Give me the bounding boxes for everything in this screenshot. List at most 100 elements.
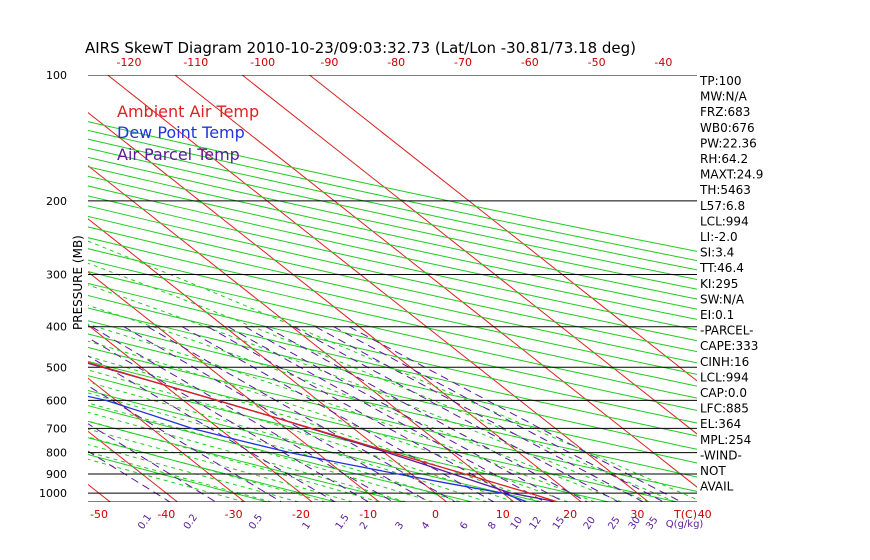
stat-line: NOT — [700, 464, 726, 478]
mixing-ratio-label: 10 — [509, 515, 525, 532]
top-temp-tick-label: -60 — [521, 56, 539, 69]
bottom-temp-tick-label: -10 — [359, 508, 377, 521]
stat-line: TT:46.4 — [699, 261, 744, 275]
mixing-ratio-label: 1.5 — [334, 512, 352, 531]
bottom-temp-tick-label: 10 — [496, 508, 510, 521]
dry-adiabat-line — [88, 333, 697, 478]
chart-title: AIRS SkewT Diagram 2010-10-23/09:03:32.7… — [85, 39, 636, 57]
legend-ambient-air-temp: Ambient Air Temp — [117, 102, 259, 121]
bottom-temp-tick-label: 40 — [698, 508, 712, 521]
mixing-ratio-label: 3 — [394, 520, 407, 532]
temp-unit-label: T(C) — [673, 508, 697, 521]
dry-adiabat-line — [88, 121, 697, 252]
pressure-tick-label: 300 — [46, 269, 67, 282]
mixing-ratio-line — [244, 326, 565, 502]
background-grid — [0, 75, 697, 502]
mixing-ratio-label: 35 — [644, 515, 660, 532]
bottom-temp-tick-label: -30 — [225, 508, 243, 521]
dry-adiabat-line — [88, 226, 697, 364]
isotherm-line — [0, 75, 43, 502]
stat-line: CAPE:333 — [700, 339, 758, 353]
stat-line: -PARCEL- — [700, 324, 754, 338]
dry-adiabat-line — [88, 259, 697, 399]
moist-adiabat-line — [88, 451, 272, 502]
pressure-tick-label: 100 — [46, 69, 67, 82]
ambient-temp-line — [88, 361, 558, 502]
stat-line: AVAIL — [700, 480, 734, 494]
dry-adiabat-line — [88, 166, 697, 300]
mixing-ratio-label: 1 — [301, 520, 314, 532]
mixing-ratio-unit: Q(g/kg) — [666, 519, 704, 530]
dewpoint-line — [88, 395, 528, 502]
isotherm-line — [174, 75, 697, 488]
top-temp-tick-label: -80 — [387, 56, 405, 69]
mixing-ratio-label: 8 — [486, 520, 499, 532]
top-temp-tick-label: -90 — [320, 56, 338, 69]
mixing-ratio-line — [88, 450, 171, 502]
moist-adiabat-line — [88, 355, 542, 502]
stat-line: PW:22.36 — [700, 136, 757, 150]
mixing-ratio-label: 20 — [582, 515, 598, 532]
stat-line: SI:3.4 — [700, 246, 734, 260]
isotherm-line — [309, 75, 697, 382]
mixing-ratio-line — [88, 385, 282, 502]
dry-adiabat-line — [88, 156, 697, 290]
mixing-ratio-line — [91, 326, 394, 502]
stat-line: WB0:676 — [700, 121, 755, 135]
mixing-ratio-line — [315, 326, 644, 502]
dry-adiabat-line — [88, 215, 697, 353]
moist-adiabat-line — [88, 240, 697, 501]
mixing-ratio-line — [333, 326, 665, 502]
dry-adiabat-line — [88, 307, 697, 450]
legend-dew-point-temp: Dew Point Temp — [117, 123, 245, 142]
top-temp-tick-label: -50 — [588, 56, 606, 69]
top-temp-tick-label: -120 — [117, 56, 142, 69]
stat-line: TH:5463 — [699, 183, 751, 197]
dry-adiabat-line — [88, 375, 610, 502]
dry-adiabat-line — [88, 282, 697, 424]
dry-adiabat-line — [88, 346, 697, 492]
dry-adiabat-line — [88, 271, 697, 411]
top-temp-tick-label: -110 — [183, 56, 208, 69]
dry-adiabat-line — [88, 389, 541, 502]
moist-adiabat-line — [88, 436, 326, 502]
stat-line: LCL:994 — [700, 214, 749, 228]
moist-adiabat-line — [88, 304, 622, 502]
bottom-temp-tick-label: -20 — [292, 508, 310, 521]
dry-adiabat-line — [88, 195, 697, 331]
bottom-temp-tick-label: 20 — [563, 508, 577, 521]
moist-adiabat-line — [88, 381, 488, 502]
isotherm-line — [88, 218, 448, 502]
mixing-ratio-label: 12 — [528, 515, 544, 532]
stat-line: L57:6.8 — [700, 199, 745, 213]
moist-adiabat-line — [88, 262, 676, 502]
legend-air-parcel-temp: Air Parcel Temp — [117, 145, 240, 164]
pressure-tick-label: 900 — [46, 468, 67, 481]
pressure-tick-label: 200 — [46, 195, 67, 208]
stat-line: MPL:254 — [700, 433, 751, 447]
stat-line: RH:64.2 — [700, 152, 748, 166]
mixing-ratio-line — [265, 326, 588, 502]
moist-adiabat-line — [88, 323, 595, 502]
pressure-tick-label: 1000 — [39, 487, 67, 500]
dry-adiabat-line — [88, 175, 697, 310]
top-temp-tick-label: -40 — [654, 56, 672, 69]
isotherm-line — [88, 483, 111, 502]
bottom-temp-tick-label: -50 — [90, 508, 108, 521]
stat-line: SW:N/A — [700, 292, 745, 306]
stat-line: TP:100 — [699, 74, 742, 88]
dry-adiabat-line — [88, 185, 697, 320]
stat-line: CAP:0.0 — [700, 386, 747, 400]
stat-line: MW:N/A — [700, 90, 748, 104]
mixing-ratio-line — [147, 326, 456, 502]
dry-adiabat-line — [88, 147, 697, 281]
mixing-ratio-label: 0.1 — [136, 512, 154, 531]
top-temp-tick-label: -70 — [454, 56, 472, 69]
stat-line: FRZ:683 — [700, 105, 750, 119]
dry-adiabat-line — [88, 453, 268, 502]
mixing-ratio-line — [207, 326, 523, 502]
pressure-tick-label: 500 — [46, 361, 67, 374]
stat-line: -WIND- — [700, 448, 742, 462]
